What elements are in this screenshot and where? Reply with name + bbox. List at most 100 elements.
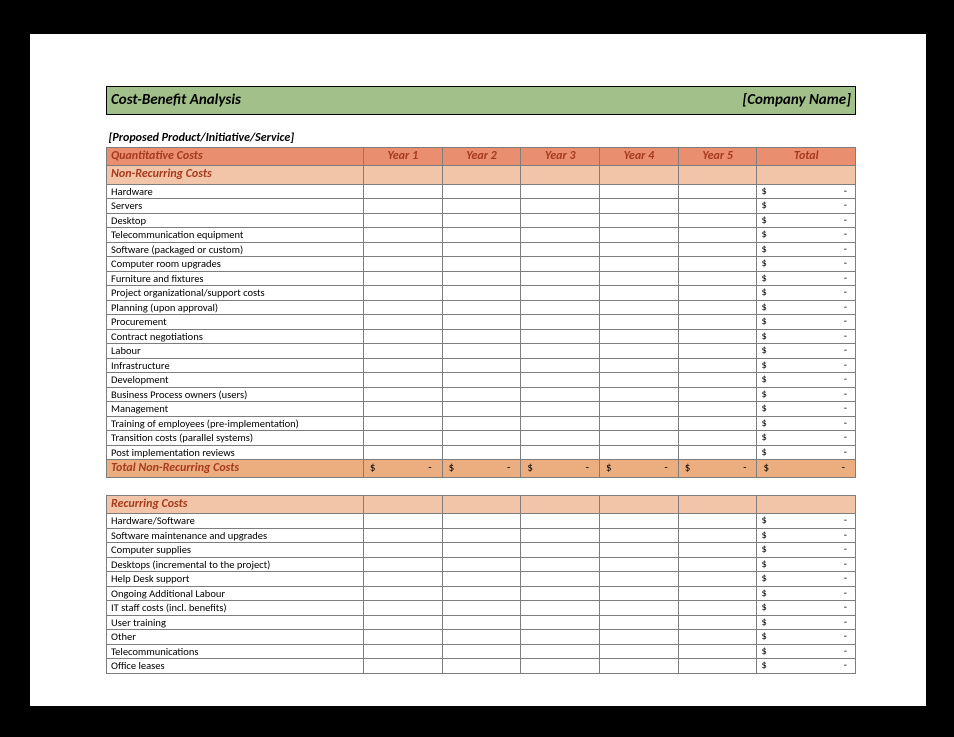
year-cell[interactable] bbox=[678, 286, 757, 301]
year-cell[interactable] bbox=[442, 300, 521, 315]
year-cell[interactable] bbox=[521, 615, 600, 630]
year-cell[interactable] bbox=[521, 228, 600, 243]
year-cell[interactable] bbox=[600, 315, 679, 330]
year-cell[interactable] bbox=[521, 445, 600, 460]
year-cell[interactable] bbox=[521, 387, 600, 402]
year-cell[interactable] bbox=[600, 344, 679, 359]
year-cell[interactable] bbox=[521, 199, 600, 214]
year-cell[interactable] bbox=[442, 242, 521, 257]
year-cell[interactable] bbox=[521, 514, 600, 529]
year-cell[interactable] bbox=[678, 659, 757, 674]
year-cell[interactable] bbox=[678, 329, 757, 344]
year-cell[interactable] bbox=[521, 586, 600, 601]
year-cell[interactable] bbox=[442, 615, 521, 630]
year-cell[interactable] bbox=[442, 416, 521, 431]
year-cell[interactable] bbox=[442, 213, 521, 228]
year-cell[interactable] bbox=[678, 315, 757, 330]
year-cell[interactable] bbox=[521, 329, 600, 344]
year-cell[interactable] bbox=[363, 630, 442, 645]
year-cell[interactable] bbox=[600, 543, 679, 558]
year-cell[interactable] bbox=[600, 358, 679, 373]
year-cell[interactable] bbox=[600, 329, 679, 344]
year-cell[interactable] bbox=[678, 199, 757, 214]
year-cell[interactable] bbox=[363, 271, 442, 286]
year-cell[interactable] bbox=[442, 601, 521, 616]
year-cell[interactable] bbox=[678, 402, 757, 417]
year-cell[interactable] bbox=[363, 387, 442, 402]
year-cell[interactable] bbox=[442, 387, 521, 402]
year-cell[interactable] bbox=[678, 586, 757, 601]
year-cell[interactable] bbox=[442, 572, 521, 587]
year-cell[interactable] bbox=[678, 373, 757, 388]
year-cell[interactable] bbox=[600, 431, 679, 446]
year-cell[interactable] bbox=[363, 431, 442, 446]
year-cell[interactable] bbox=[678, 184, 757, 199]
year-cell[interactable] bbox=[600, 557, 679, 572]
year-cell[interactable] bbox=[678, 528, 757, 543]
year-cell[interactable] bbox=[363, 373, 442, 388]
year-cell[interactable] bbox=[521, 601, 600, 616]
year-cell[interactable] bbox=[442, 557, 521, 572]
year-cell[interactable] bbox=[442, 630, 521, 645]
year-cell[interactable] bbox=[442, 373, 521, 388]
year-cell[interactable] bbox=[600, 630, 679, 645]
year-cell[interactable] bbox=[363, 199, 442, 214]
year-cell[interactable] bbox=[363, 315, 442, 330]
year-cell[interactable] bbox=[363, 344, 442, 359]
year-cell[interactable] bbox=[678, 387, 757, 402]
year-cell[interactable] bbox=[521, 242, 600, 257]
year-cell[interactable] bbox=[442, 228, 521, 243]
year-cell[interactable] bbox=[442, 543, 521, 558]
year-cell[interactable] bbox=[678, 630, 757, 645]
year-cell[interactable] bbox=[600, 300, 679, 315]
year-cell[interactable] bbox=[521, 358, 600, 373]
year-cell[interactable] bbox=[363, 586, 442, 601]
year-cell[interactable] bbox=[600, 373, 679, 388]
year-cell[interactable] bbox=[363, 402, 442, 417]
year-cell[interactable] bbox=[363, 286, 442, 301]
year-cell[interactable] bbox=[521, 213, 600, 228]
year-cell[interactable] bbox=[678, 300, 757, 315]
year-cell[interactable] bbox=[442, 344, 521, 359]
year-cell[interactable] bbox=[678, 543, 757, 558]
year-cell[interactable] bbox=[678, 431, 757, 446]
year-cell[interactable] bbox=[600, 601, 679, 616]
year-cell[interactable] bbox=[363, 659, 442, 674]
year-cell[interactable] bbox=[442, 586, 521, 601]
year-cell[interactable] bbox=[678, 242, 757, 257]
year-cell[interactable] bbox=[678, 271, 757, 286]
year-cell[interactable] bbox=[600, 514, 679, 529]
year-cell[interactable] bbox=[363, 557, 442, 572]
year-cell[interactable] bbox=[521, 315, 600, 330]
year-cell[interactable] bbox=[600, 242, 679, 257]
year-cell[interactable] bbox=[521, 184, 600, 199]
year-cell[interactable] bbox=[442, 199, 521, 214]
year-cell[interactable] bbox=[363, 358, 442, 373]
year-cell[interactable] bbox=[363, 601, 442, 616]
year-cell[interactable] bbox=[363, 514, 442, 529]
year-cell[interactable] bbox=[363, 228, 442, 243]
year-cell[interactable] bbox=[600, 659, 679, 674]
year-cell[interactable] bbox=[363, 213, 442, 228]
year-cell[interactable] bbox=[521, 402, 600, 417]
year-cell[interactable] bbox=[442, 514, 521, 529]
year-cell[interactable] bbox=[678, 615, 757, 630]
year-cell[interactable] bbox=[521, 416, 600, 431]
year-cell[interactable] bbox=[363, 416, 442, 431]
year-cell[interactable] bbox=[600, 213, 679, 228]
year-cell[interactable] bbox=[678, 601, 757, 616]
year-cell[interactable] bbox=[442, 184, 521, 199]
year-cell[interactable] bbox=[442, 315, 521, 330]
year-cell[interactable] bbox=[678, 644, 757, 659]
year-cell[interactable] bbox=[442, 329, 521, 344]
year-cell[interactable] bbox=[678, 445, 757, 460]
year-cell[interactable] bbox=[600, 586, 679, 601]
year-cell[interactable] bbox=[521, 557, 600, 572]
year-cell[interactable] bbox=[600, 228, 679, 243]
year-cell[interactable] bbox=[678, 257, 757, 272]
year-cell[interactable] bbox=[678, 416, 757, 431]
year-cell[interactable] bbox=[600, 271, 679, 286]
year-cell[interactable] bbox=[442, 445, 521, 460]
year-cell[interactable] bbox=[363, 257, 442, 272]
year-cell[interactable] bbox=[521, 300, 600, 315]
